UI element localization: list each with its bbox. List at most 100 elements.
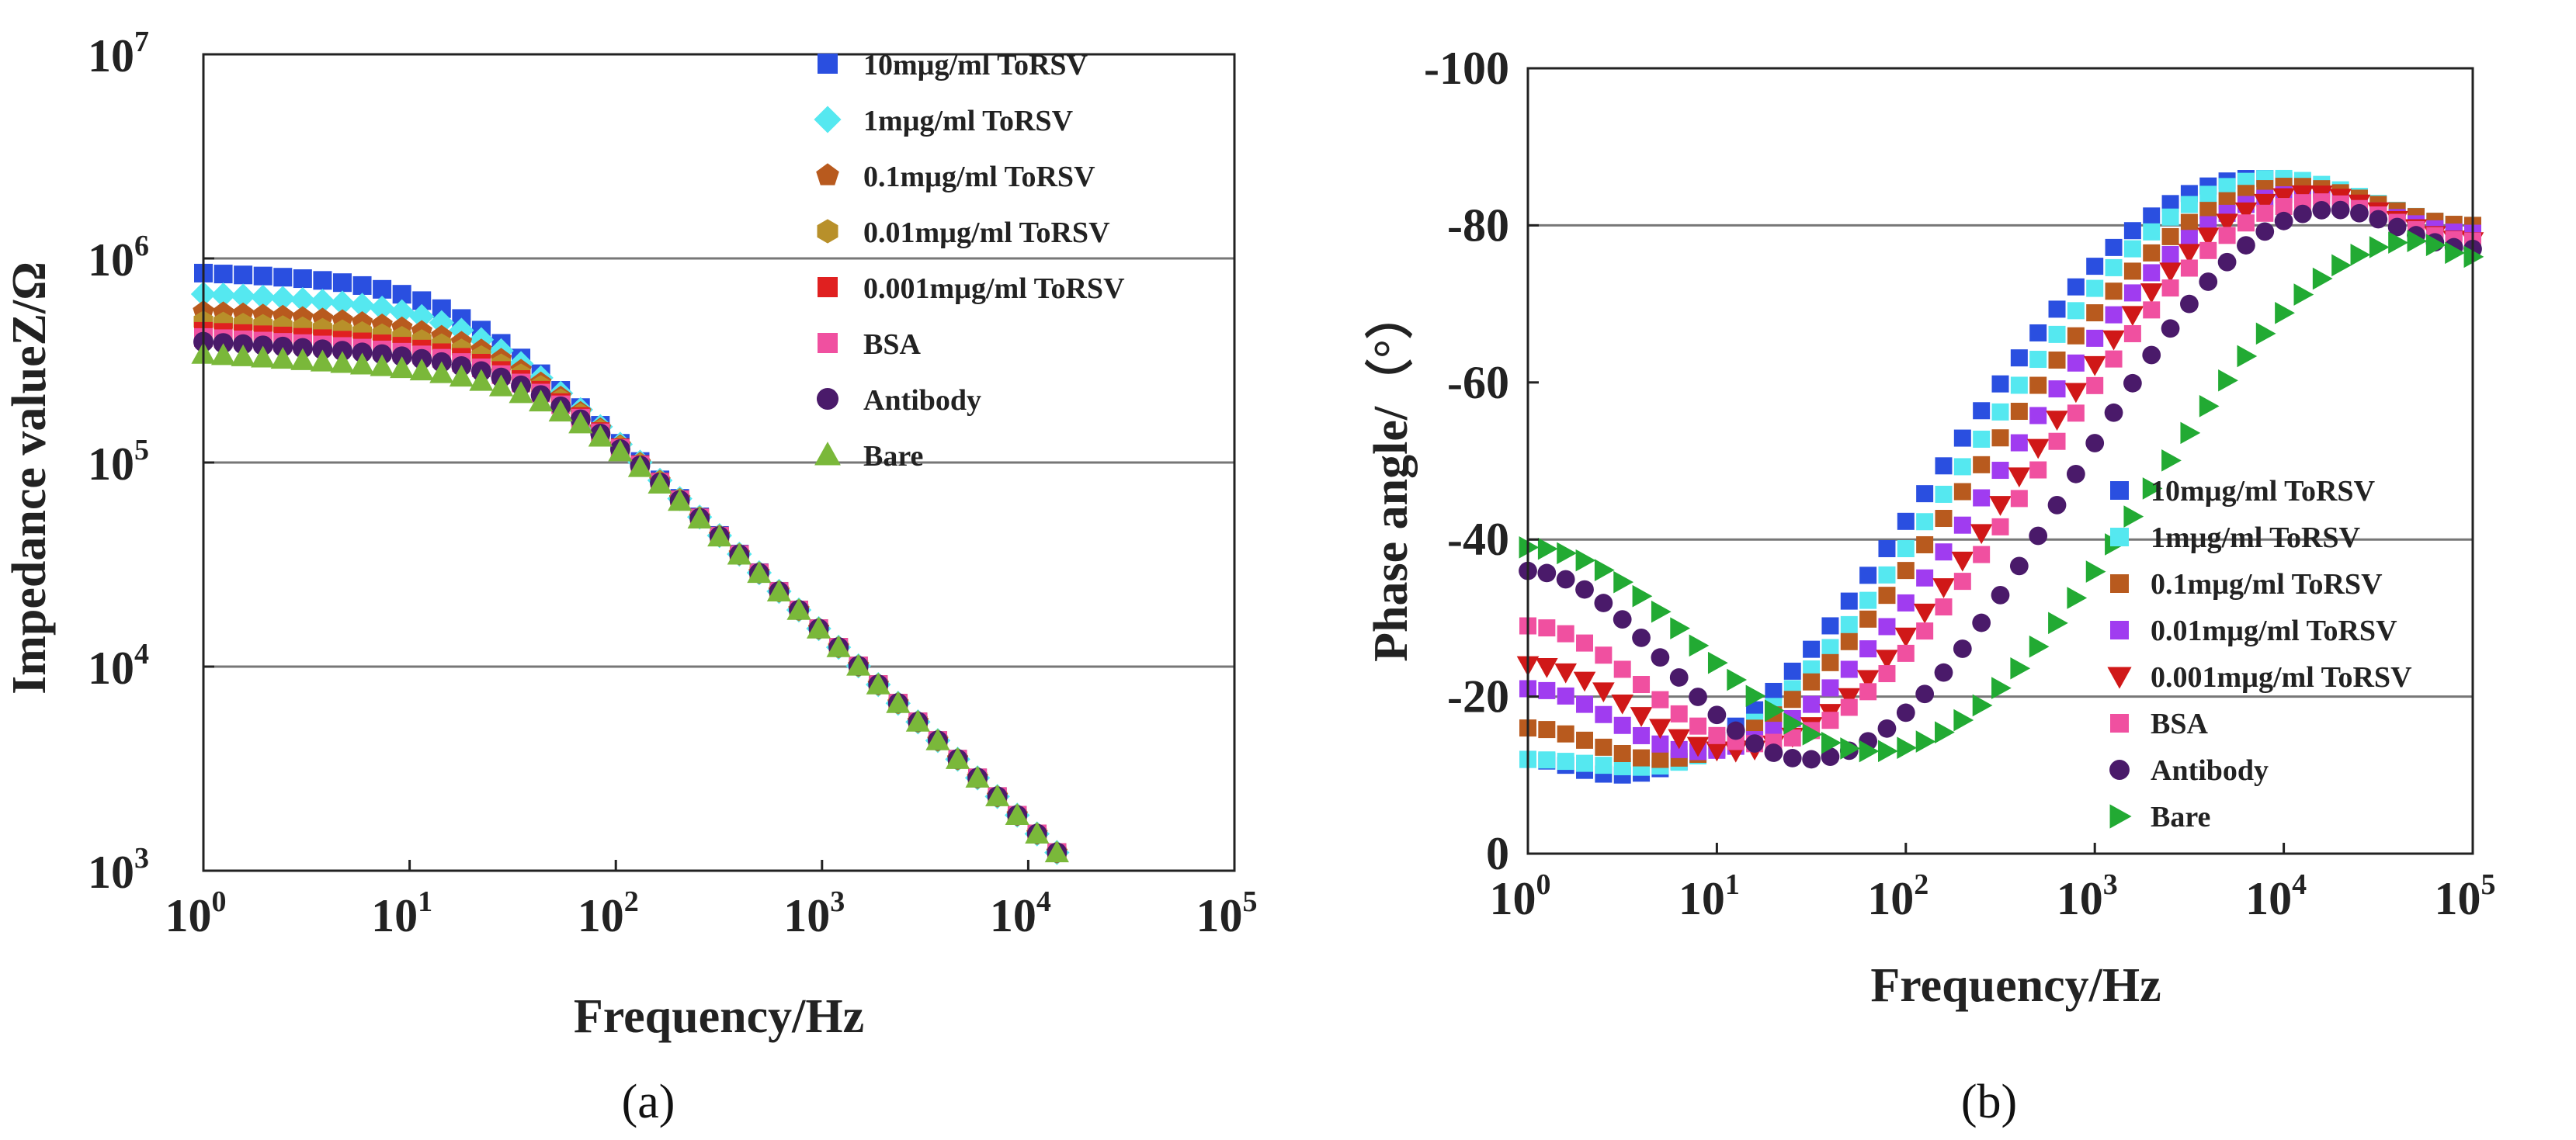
data-point bbox=[2067, 587, 2088, 609]
data-point bbox=[290, 348, 315, 370]
data-point bbox=[1536, 658, 1558, 678]
data-point bbox=[1953, 429, 1971, 447]
legend-entry: 0.001mµg/ml ToRSV bbox=[818, 272, 1125, 305]
data-point bbox=[1632, 628, 1651, 647]
data-point bbox=[2123, 222, 2141, 240]
data-point bbox=[2161, 449, 2182, 472]
data-point bbox=[647, 471, 672, 494]
data-point bbox=[250, 284, 276, 310]
data-point bbox=[2048, 432, 2066, 450]
legend-label: 1mµg/ml ToRSV bbox=[863, 105, 1074, 137]
data-point bbox=[667, 489, 693, 511]
data-point bbox=[1859, 640, 1877, 658]
panel-b-phase: 100 101 102 103 104 105 0 -20 -40 -60 -80 -100 10mµ… bbox=[1363, 43, 2496, 1128]
data-point bbox=[233, 334, 254, 355]
data-point bbox=[2048, 325, 2066, 343]
legend-entry: Antibody bbox=[816, 384, 981, 417]
legend-entry: 1mµg/ml ToRSV bbox=[814, 105, 1074, 137]
data-point bbox=[1783, 712, 1804, 735]
data-point bbox=[1783, 729, 1801, 747]
data-point bbox=[2445, 241, 2465, 265]
y-tick-label: 103 bbox=[88, 842, 149, 898]
data-point bbox=[1991, 518, 2009, 535]
data-point bbox=[2067, 302, 2085, 320]
x-tick-label: 103 bbox=[783, 885, 845, 941]
data-point bbox=[1821, 731, 1842, 754]
data-point bbox=[2218, 369, 2238, 392]
data-point bbox=[1764, 743, 1783, 762]
data-point bbox=[1840, 660, 1858, 678]
data-point bbox=[1595, 646, 1613, 664]
data-point bbox=[2199, 272, 2218, 291]
data-point bbox=[310, 349, 335, 372]
data-point bbox=[213, 333, 234, 354]
data-point bbox=[1708, 726, 1726, 744]
legend-entry: Antibody bbox=[2109, 754, 2269, 787]
data-point bbox=[1878, 618, 1896, 636]
data-point bbox=[2331, 200, 2350, 220]
data-point bbox=[2105, 238, 2123, 256]
y-tick-label: -100 bbox=[1424, 43, 1509, 94]
data-point bbox=[1973, 546, 1991, 563]
data-point bbox=[1935, 510, 1953, 528]
legend-entry: 10mµg/ml ToRSV bbox=[2110, 475, 2376, 508]
legend-label: 0.001mµg/ml ToRSV bbox=[2151, 661, 2412, 694]
data-point bbox=[1932, 578, 1955, 598]
data-point bbox=[2159, 262, 2182, 283]
data-point bbox=[373, 279, 392, 299]
data-point bbox=[1859, 591, 1877, 609]
panel-a-legend: 10mµg/ml ToRSV 1mµg/ml ToRSV 0.1mµg/ml ToR… bbox=[814, 49, 1125, 473]
data-point bbox=[2048, 380, 2066, 398]
data-point bbox=[2199, 395, 2220, 418]
data-point bbox=[509, 381, 533, 404]
data-point bbox=[1840, 592, 1858, 610]
data-point bbox=[2425, 234, 2446, 257]
data-point bbox=[1838, 688, 1861, 709]
data-point bbox=[210, 282, 236, 308]
data-point bbox=[2350, 203, 2369, 223]
data-point bbox=[252, 335, 273, 356]
data-point bbox=[1727, 668, 1748, 691]
data-point bbox=[1803, 695, 1821, 713]
data-point bbox=[2143, 223, 2161, 241]
data-point bbox=[2066, 464, 2085, 483]
data-point bbox=[1783, 749, 1802, 768]
y-tick-label: 104 bbox=[88, 638, 149, 694]
data-point bbox=[2085, 560, 2106, 583]
data-point bbox=[2196, 227, 2220, 248]
data-point bbox=[409, 359, 434, 381]
data-point bbox=[1576, 634, 1594, 652]
data-point bbox=[1840, 632, 1858, 650]
data-point bbox=[2064, 383, 2088, 404]
data-point bbox=[2067, 404, 2085, 422]
data-point bbox=[332, 341, 352, 362]
data-point bbox=[2048, 612, 2068, 635]
data-point bbox=[1897, 644, 1915, 662]
data-point bbox=[1859, 610, 1877, 628]
data-point bbox=[2010, 403, 2028, 421]
data-point bbox=[1613, 716, 1631, 734]
legend-marker bbox=[2110, 574, 2129, 593]
legend-marker bbox=[817, 219, 838, 244]
data-point bbox=[313, 271, 332, 290]
data-point bbox=[1651, 735, 1669, 753]
data-point bbox=[886, 691, 911, 713]
panel-b-gridlines bbox=[1528, 223, 2473, 698]
legend-label: BSA bbox=[863, 328, 921, 361]
data-point bbox=[608, 439, 633, 462]
x-tick-label: 102 bbox=[1867, 868, 1929, 924]
data-point bbox=[2143, 244, 2161, 262]
data-point bbox=[2217, 252, 2237, 272]
x-tick-label: 101 bbox=[1679, 868, 1740, 924]
data-point bbox=[409, 303, 435, 330]
data-point bbox=[1878, 539, 1896, 557]
data-point bbox=[273, 336, 293, 357]
data-point bbox=[231, 344, 255, 366]
data-point bbox=[806, 616, 831, 639]
data-point bbox=[866, 672, 890, 695]
data-point bbox=[1916, 535, 1934, 553]
x-tick-label: 105 bbox=[1196, 885, 1258, 941]
data-point bbox=[2143, 207, 2161, 225]
legend-entry: 10mµg/ml ToRSV bbox=[818, 49, 1088, 81]
data-point bbox=[2255, 322, 2276, 345]
